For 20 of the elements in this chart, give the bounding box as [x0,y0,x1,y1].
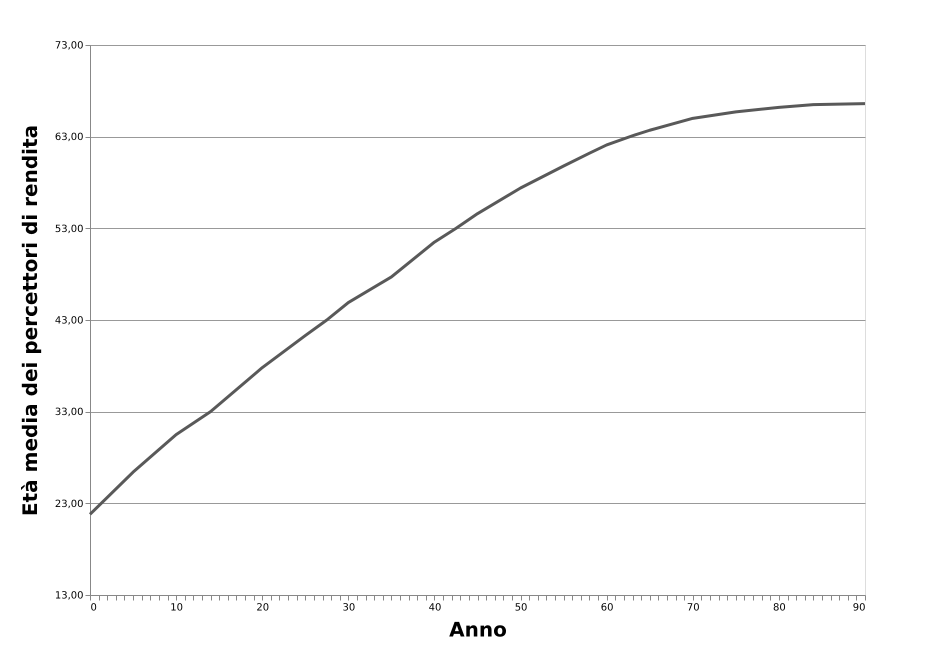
x-tick-label: 40 [428,602,442,614]
x-tick-label: 70 [686,602,700,614]
x-tick-label: 10 [170,602,183,614]
x-tick-label: 80 [773,602,786,614]
x-tick-label: 30 [342,602,356,614]
y-tick-label: 73,00 [54,40,84,52]
x-tick-label: 50 [514,602,528,614]
x-axis-title: Anno [449,618,507,642]
x-tick-label: 60 [600,602,614,614]
y-tick-label: 43,00 [54,316,84,326]
y-tick-label: 63,00 [54,132,84,144]
y-tick-label: 23,00 [54,498,84,510]
y-axis-title: Età media dei percettori di rendita [18,124,42,516]
x-tick-label: 90 [852,602,866,614]
x-tick-label: 0 [90,602,97,614]
x-tick-label: 20 [256,602,270,614]
y-tick-label: 53,00 [54,224,84,235]
y-tick-label: 13,00 [54,590,84,602]
line-series [88,102,866,516]
y-tick-label: 33,00 [54,407,84,418]
